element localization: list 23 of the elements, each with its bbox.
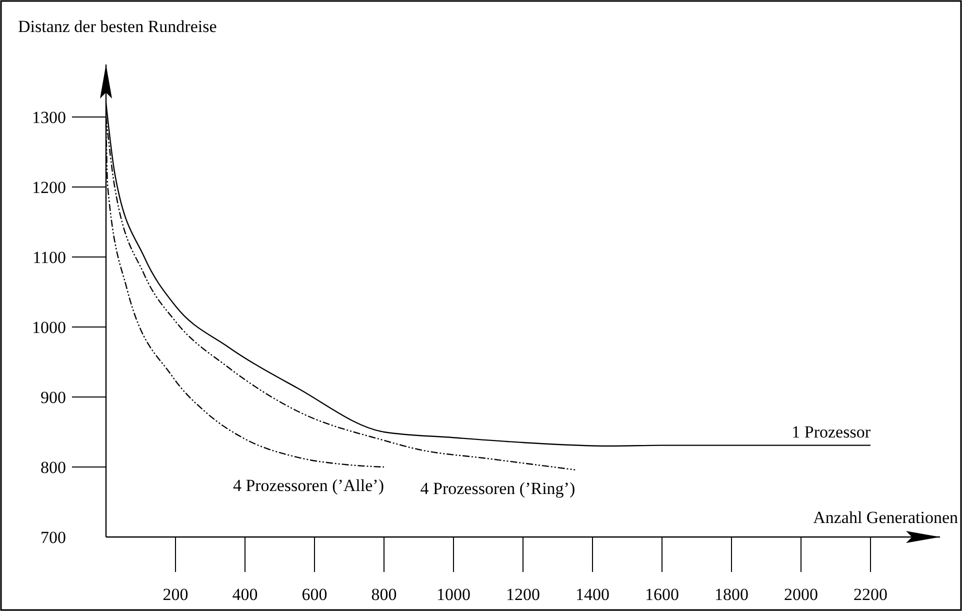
series-label: 4 Prozessoren (’Ring’) (420, 478, 576, 498)
x-tick-label: 2000 (784, 585, 818, 604)
x-tick-label: 800 (371, 585, 397, 604)
y-tick-label: 700 (40, 528, 66, 547)
y-tick-label: 1300 (32, 108, 66, 127)
x-tick-label: 1800 (714, 585, 748, 604)
x-tick-label: 600 (302, 585, 328, 604)
y-tick-label: 900 (40, 388, 66, 407)
series-label: 1 Prozessor (792, 422, 871, 442)
x-tick-label: 1000 (436, 585, 470, 604)
x-tick-label: 400 (232, 585, 258, 604)
x-tick-label: 1600 (645, 585, 679, 604)
y-axis-title: Distanz der besten Rundreise (18, 17, 217, 36)
y-tick-label: 800 (40, 458, 66, 477)
series-label: 4 Prozessoren (’Alle’) (232, 476, 384, 495)
y-tick-label: 1000 (32, 318, 66, 337)
x-tick-label: 200 (162, 585, 188, 604)
x-tick-label: 1400 (576, 585, 610, 604)
y-tick-label: 1100 (32, 248, 66, 267)
x-tick-label: 2200 (854, 585, 888, 604)
y-tick-label: 1200 (32, 178, 66, 197)
x-axis-title: Anzahl Generationen (813, 508, 958, 527)
x-tick-label: 1200 (506, 585, 540, 604)
